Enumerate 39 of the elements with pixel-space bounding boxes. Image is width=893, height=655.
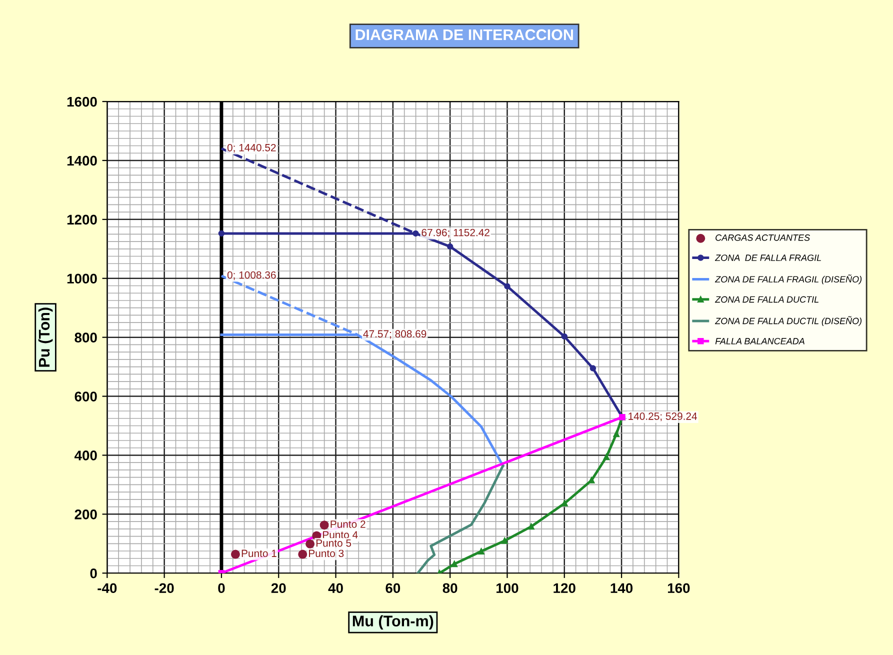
- x-tick-label: 120: [554, 583, 576, 594]
- annotation: Punto 4: [323, 531, 358, 538]
- x-tick-label: 60: [386, 583, 400, 594]
- y-tick-label: 400: [74, 450, 97, 460]
- annotation: Punto 2: [330, 520, 366, 528]
- x-tick-label: -20: [154, 583, 174, 594]
- legend-label: CARGAS ACTUANTES: [716, 234, 810, 241]
- x-tick-label: 140: [610, 583, 633, 594]
- annotation: 67.96; 1152.42: [422, 228, 490, 238]
- x-tick-label: 40: [328, 583, 343, 594]
- legend-label: ZONA DE FALLA DUCTIL (DISEÑO): [714, 316, 862, 326]
- x-tick-label: 100: [496, 583, 518, 594]
- x-axis-title: Mu (Ton-m): [352, 615, 434, 630]
- annotation: Punto 1: [242, 550, 276, 558]
- x-tick-label: 160: [668, 583, 690, 594]
- y-tick-label: 1600: [67, 96, 97, 107]
- x-tick-label: -40: [98, 583, 117, 594]
- x-tick-label: 80: [442, 583, 458, 594]
- x-tick-label: 20: [271, 583, 286, 594]
- annotation: 140.25; 529.24: [628, 412, 697, 422]
- y-tick-label: 1400: [67, 156, 97, 166]
- chart-title: DIAGRAMA DE INTERACCION: [356, 29, 573, 40]
- legend-label: ZONA DE FALLA DUCTIL: [714, 296, 818, 303]
- y-tick-label: 0: [90, 568, 97, 578]
- annotation: 0; 1008.36: [227, 271, 276, 280]
- y-tick-label: 600: [74, 392, 97, 402]
- legend-label: ZONA DE FALLA FRAGIL: [714, 254, 821, 261]
- annotation: 47.57; 808.69: [363, 330, 426, 339]
- annotation: 0; 1440.52: [227, 144, 276, 153]
- y-tick-label: 1000: [67, 274, 97, 284]
- x-tick-label: 0: [218, 583, 225, 594]
- y-tick-label: 200: [74, 510, 97, 520]
- annotation: Punto 5: [316, 539, 352, 547]
- y-axis-title: Pu (Ton): [38, 308, 53, 367]
- annotation: Punto 3: [309, 550, 344, 558]
- y-tick-label: 1200: [67, 214, 97, 225]
- legend-label: ZONA DE FALLA FRAGIL (DISEÑO): [714, 274, 862, 284]
- y-tick-label: 800: [74, 332, 97, 342]
- legend-label: FALLA BALANCEADA: [715, 338, 804, 344]
